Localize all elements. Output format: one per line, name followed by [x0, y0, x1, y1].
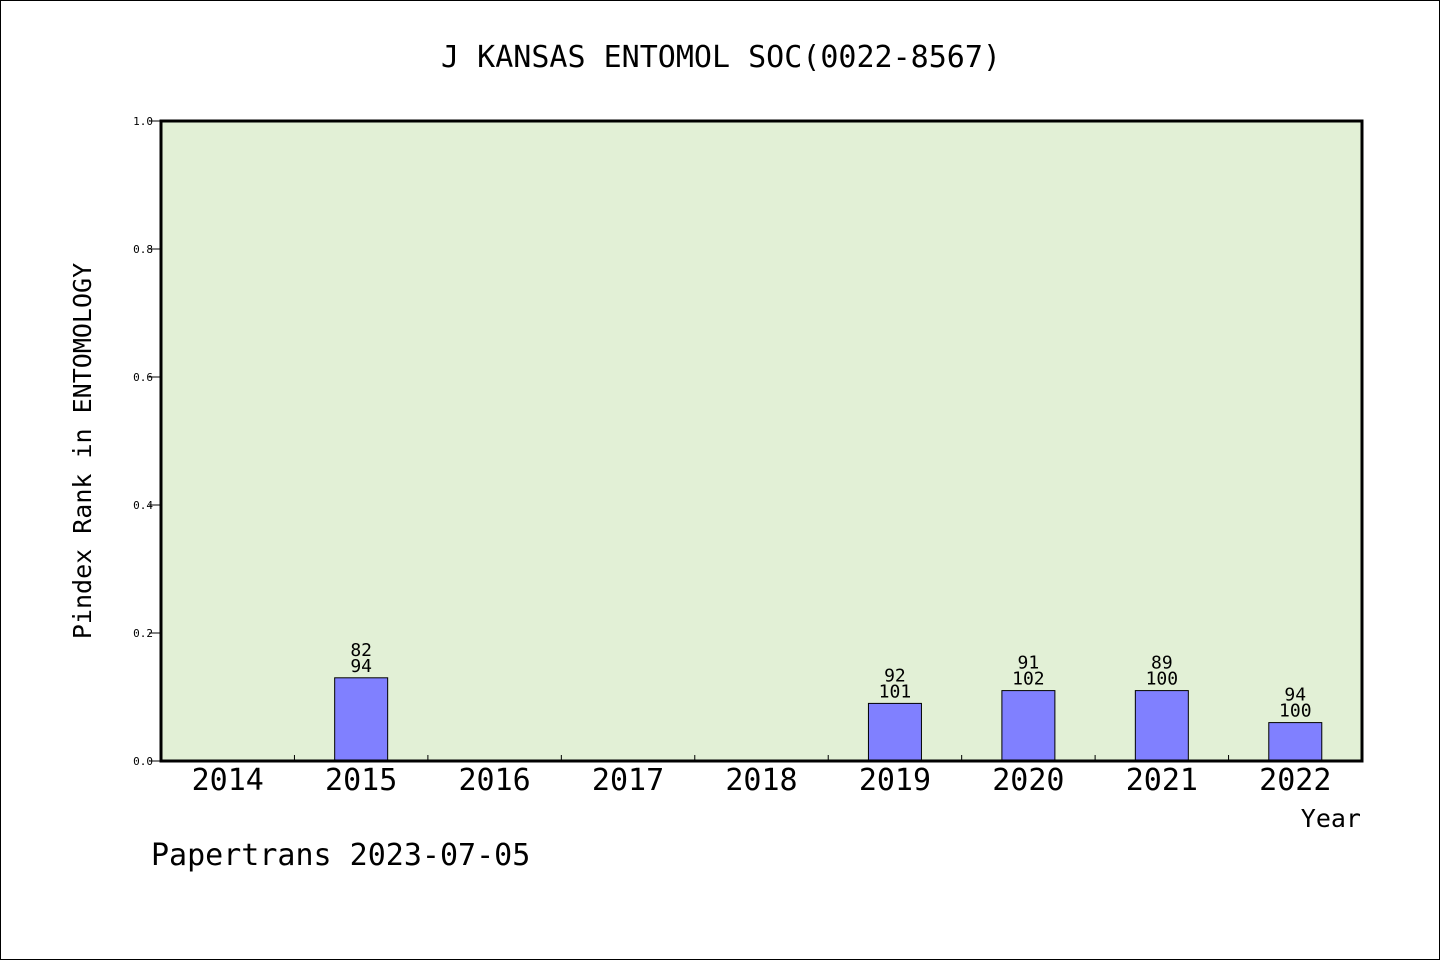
bar-total-label: 101	[879, 681, 912, 702]
x-tick-label: 2022	[1259, 763, 1331, 798]
y-tick-label: 1.0	[133, 115, 153, 128]
y-ticks-layer: 0.0 0.2 0.4 0.6 0.8 1.0	[133, 115, 161, 768]
footer-credit: Papertrans 2023-07-05	[151, 838, 530, 873]
x-tick-label: 2018	[725, 763, 797, 798]
bar-2022	[1268, 722, 1323, 762]
plot-area	[161, 121, 1362, 761]
bars-layer	[334, 677, 1323, 762]
bar-2019	[867, 702, 922, 762]
bar-2020	[1001, 690, 1056, 762]
bar-2015	[334, 677, 389, 762]
bar-total-label: 94	[350, 656, 372, 677]
x-axis-label: Year	[1301, 804, 1361, 833]
x-tick-label: 2017	[592, 763, 664, 798]
x-tick-label: 2021	[1126, 763, 1198, 798]
y-tick-label: 0.4	[133, 499, 153, 512]
x-tick-label: 2020	[992, 763, 1064, 798]
bar-total-label: 102	[1012, 669, 1045, 690]
x-tick-label: 2016	[458, 763, 530, 798]
bar-rank-label: 91	[1018, 653, 1040, 674]
y-axis-label: Pindex Rank in ENTOMOLOGY	[68, 263, 97, 639]
y-tick-label: 0.2	[133, 627, 153, 640]
y-tick-label: 0.6	[133, 371, 153, 384]
x-tick-label: 2014	[192, 763, 264, 798]
y-tick-label: 0.8	[133, 243, 153, 256]
bar-rank-label: 82	[350, 640, 372, 661]
bar-total-label: 100	[1146, 669, 1179, 690]
bar-2021	[1134, 690, 1189, 762]
x-ticks-layer: 2014 2015 2016 2017 2018 2019 2020 2021 2022	[192, 755, 1331, 798]
bar-rank-label: 89	[1151, 653, 1173, 674]
chart-title: J KANSAS ENTOMOL SOC(0022-8567)	[441, 40, 1001, 75]
bar-rank-label: 92	[884, 665, 906, 686]
bar-rank-label: 94	[1284, 685, 1306, 706]
x-tick-label: 2015	[325, 763, 397, 798]
bar-total-label: 100	[1279, 701, 1312, 722]
plot-border	[159, 119, 1364, 763]
x-tick-label: 2019	[859, 763, 931, 798]
y-tick-label: 0.0	[133, 755, 153, 768]
